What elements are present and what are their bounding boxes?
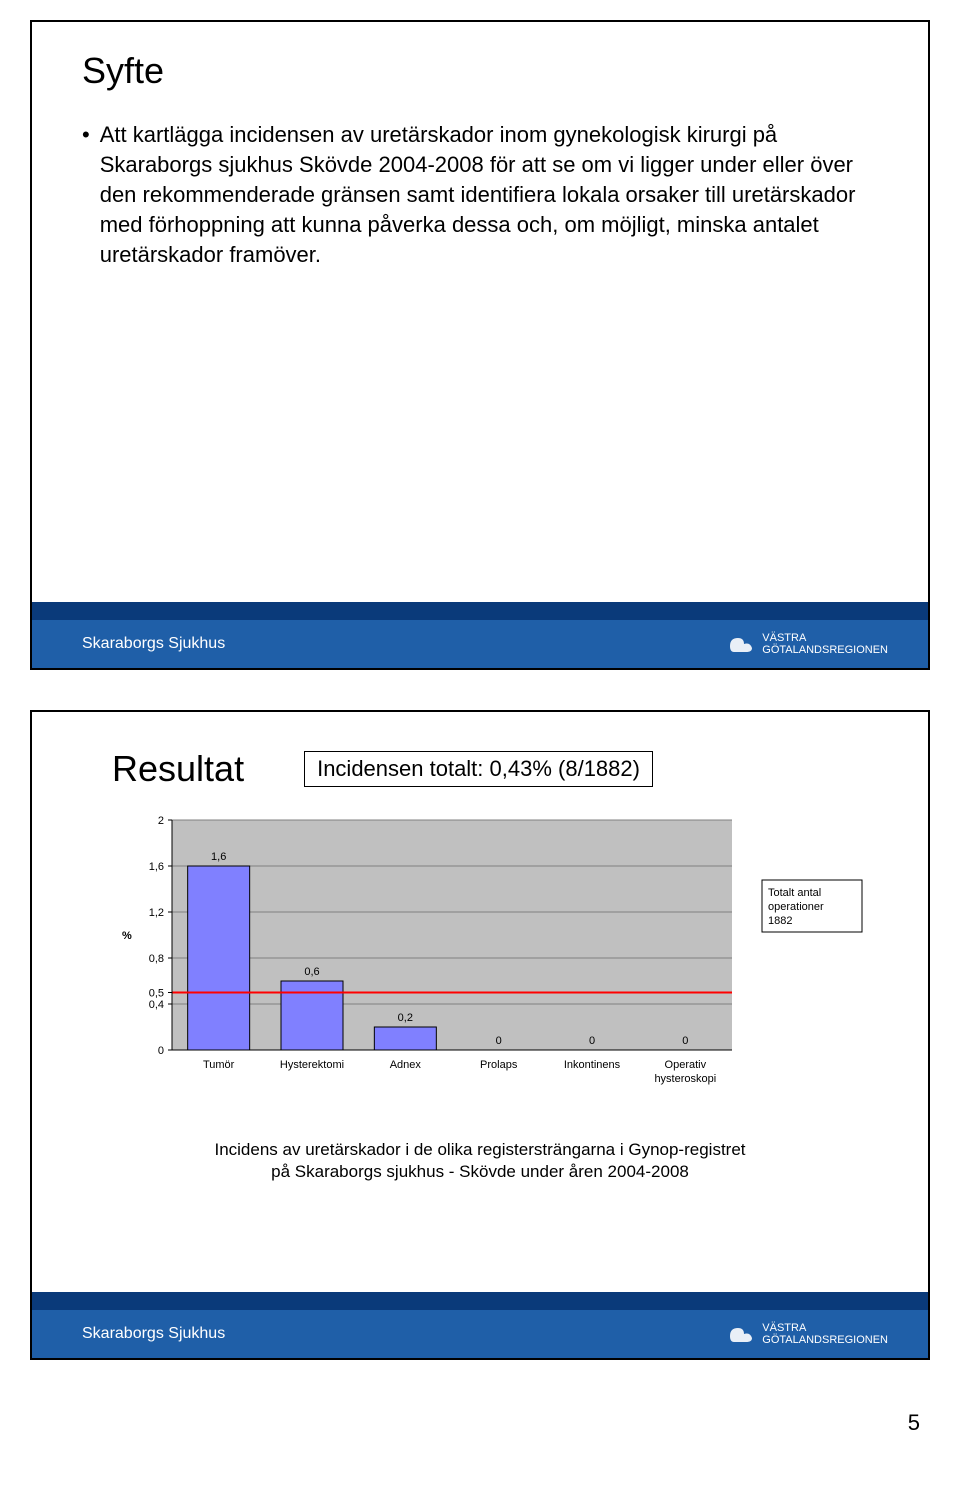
bar-chart: 0 0,40,5 0,8 1,2 1,6 2% 1,6 Tumör 0,6 Hysterektom… [112, 810, 848, 1125]
caption-line2: på Skaraborgs sjukhus - Skövde under åre… [271, 1162, 689, 1181]
footer-stripe [32, 1292, 928, 1310]
slide-resultat: Resultat Incidensen totalt: 0,43% (8/188… [30, 710, 930, 1360]
svg-text:0,6: 0,6 [304, 966, 319, 978]
slide-content: Resultat Incidensen totalt: 0,43% (8/188… [32, 712, 928, 1183]
svg-text:0: 0 [158, 1045, 164, 1057]
vgr-logo-icon [726, 632, 756, 656]
slide-syfte: Syfte • Att kartlägga incidensen av uret… [30, 20, 930, 670]
svg-text:Adnex: Adnex [390, 1059, 422, 1071]
footer-main: Skaraborgs Sjukhus VÄSTRA GÖTALANDSREGIO… [32, 1310, 928, 1358]
chart-caption: Incidens av uretärskador i de olika regi… [82, 1139, 878, 1183]
logo-text: VÄSTRA GÖTALANDSREGIONEN [762, 632, 888, 656]
svg-text:Prolaps: Prolaps [480, 1059, 518, 1071]
chart-svg: 0 0,40,5 0,8 1,2 1,6 2% 1,6 Tumör 0,6 Hysterektom… [112, 810, 932, 1120]
slide-footer: Skaraborgs Sjukhus VÄSTRA GÖTALANDSREGIO… [32, 602, 928, 668]
svg-text:0,5: 0,5 [149, 988, 164, 1000]
footer-logo: VÄSTRA GÖTALANDSREGIONEN [726, 1322, 888, 1346]
footer-org: Skaraborgs Sjukhus [82, 1325, 225, 1343]
page-number: 5 [0, 1400, 960, 1456]
logo-line1: VÄSTRA [762, 632, 806, 644]
svg-text:2: 2 [158, 815, 164, 827]
svg-text:0,4: 0,4 [149, 999, 164, 1011]
svg-text:0: 0 [496, 1035, 502, 1047]
slide-footer: Skaraborgs Sjukhus VÄSTRA GÖTALANDSREGIO… [32, 1292, 928, 1358]
vgr-logo-icon [726, 1322, 756, 1346]
svg-text:1,2: 1,2 [149, 907, 164, 919]
svg-text:1,6: 1,6 [149, 861, 164, 873]
slide-title: Resultat [112, 748, 244, 790]
result-header-row: Resultat Incidensen totalt: 0,43% (8/188… [82, 748, 878, 790]
svg-text:Operativ: Operativ [665, 1059, 707, 1071]
svg-text:0,2: 0,2 [398, 1012, 413, 1024]
svg-text:1882: 1882 [768, 915, 792, 927]
svg-text:0,8: 0,8 [149, 953, 164, 965]
caption-line1: Incidens av uretärskador i de olika regi… [214, 1140, 745, 1159]
bullet-item: • Att kartlägga incidensen av uretärskad… [82, 120, 878, 270]
svg-text:%: % [122, 930, 132, 942]
incidence-box: Incidensen totalt: 0,43% (8/1882) [304, 751, 653, 787]
svg-text:Totalt antal: Totalt antal [768, 887, 821, 899]
svg-text:Hysterektomi: Hysterektomi [280, 1059, 344, 1071]
svg-text:hysteroskopi: hysteroskopi [654, 1073, 716, 1085]
logo-text: VÄSTRA GÖTALANDSREGIONEN [762, 1322, 888, 1346]
footer-org: Skaraborgs Sjukhus [82, 635, 225, 653]
slide-title: Syfte [82, 50, 878, 92]
slide-content: Syfte • Att kartlägga incidensen av uret… [32, 22, 928, 270]
logo-line1: VÄSTRA [762, 1322, 806, 1334]
logo-line2: GÖTALANDSREGIONEN [762, 644, 888, 656]
bullet-dot-icon: • [82, 120, 90, 150]
svg-text:0: 0 [589, 1035, 595, 1047]
footer-stripe [32, 602, 928, 620]
svg-text:Tumör: Tumör [203, 1059, 235, 1071]
bullet-text: Att kartlägga incidensen av uretärskador… [100, 120, 878, 270]
svg-text:Inkontinens: Inkontinens [564, 1059, 621, 1071]
footer-logo: VÄSTRA GÖTALANDSREGIONEN [726, 632, 888, 656]
svg-text:0: 0 [682, 1035, 688, 1047]
logo-line2: GÖTALANDSREGIONEN [762, 1334, 888, 1346]
svg-text:operationer: operationer [768, 901, 824, 913]
svg-text:1,6: 1,6 [211, 851, 226, 863]
footer-main: Skaraborgs Sjukhus VÄSTRA GÖTALANDSREGIO… [32, 620, 928, 668]
